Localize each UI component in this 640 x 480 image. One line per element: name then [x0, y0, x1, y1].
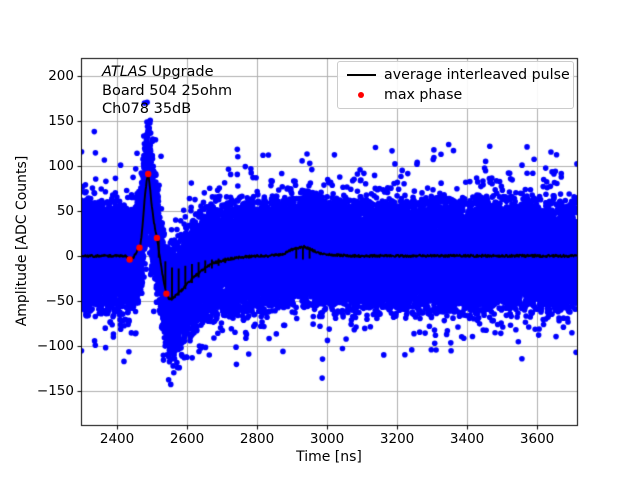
annotation-line3: Ch078 35dB: [102, 101, 192, 118]
x-tick-label: 3200: [379, 431, 415, 447]
y-tick-label: 200: [48, 67, 74, 84]
legend-entry-max-phase: max phase: [346, 85, 565, 105]
y-tick-label: 150: [48, 112, 74, 129]
legend-line-sample: [346, 74, 376, 76]
annotation-atlas: ATLAS: [102, 64, 147, 80]
annotation-line1: ATLAS Upgrade: [102, 63, 232, 82]
annotation-line2: Board 504 25ohm: [102, 82, 233, 99]
y-tick-label: 0: [65, 247, 74, 264]
x-tick-label: 3600: [519, 431, 555, 447]
legend-label: average interleaved pulse: [384, 67, 570, 83]
annotation-line1-rest: Upgrade: [146, 64, 214, 80]
x-axis-label: Time [ns]: [296, 449, 362, 465]
x-tick-label: 2800: [239, 431, 275, 447]
y-tick-label: −50: [45, 292, 75, 309]
legend-entry-average-pulse: average interleaved pulse: [346, 65, 570, 85]
x-tick-label: 3000: [309, 431, 345, 447]
annotation-text: ATLAS Upgrade Board 504 25ohm Ch078 35dB: [102, 63, 232, 119]
y-tick-label: 50: [56, 202, 74, 219]
x-tick-label: 3400: [449, 431, 485, 447]
legend: average interleaved pulse max phase: [337, 61, 574, 109]
y-tick-label: −100: [36, 337, 74, 354]
y-tick-label: −150: [36, 382, 74, 399]
legend-dot-sample: [346, 91, 376, 99]
x-tick-label: 2400: [99, 431, 135, 447]
legend-label: max phase: [384, 87, 463, 103]
x-tick-label: 2600: [169, 431, 205, 447]
y-tick-label: 100: [48, 157, 74, 174]
